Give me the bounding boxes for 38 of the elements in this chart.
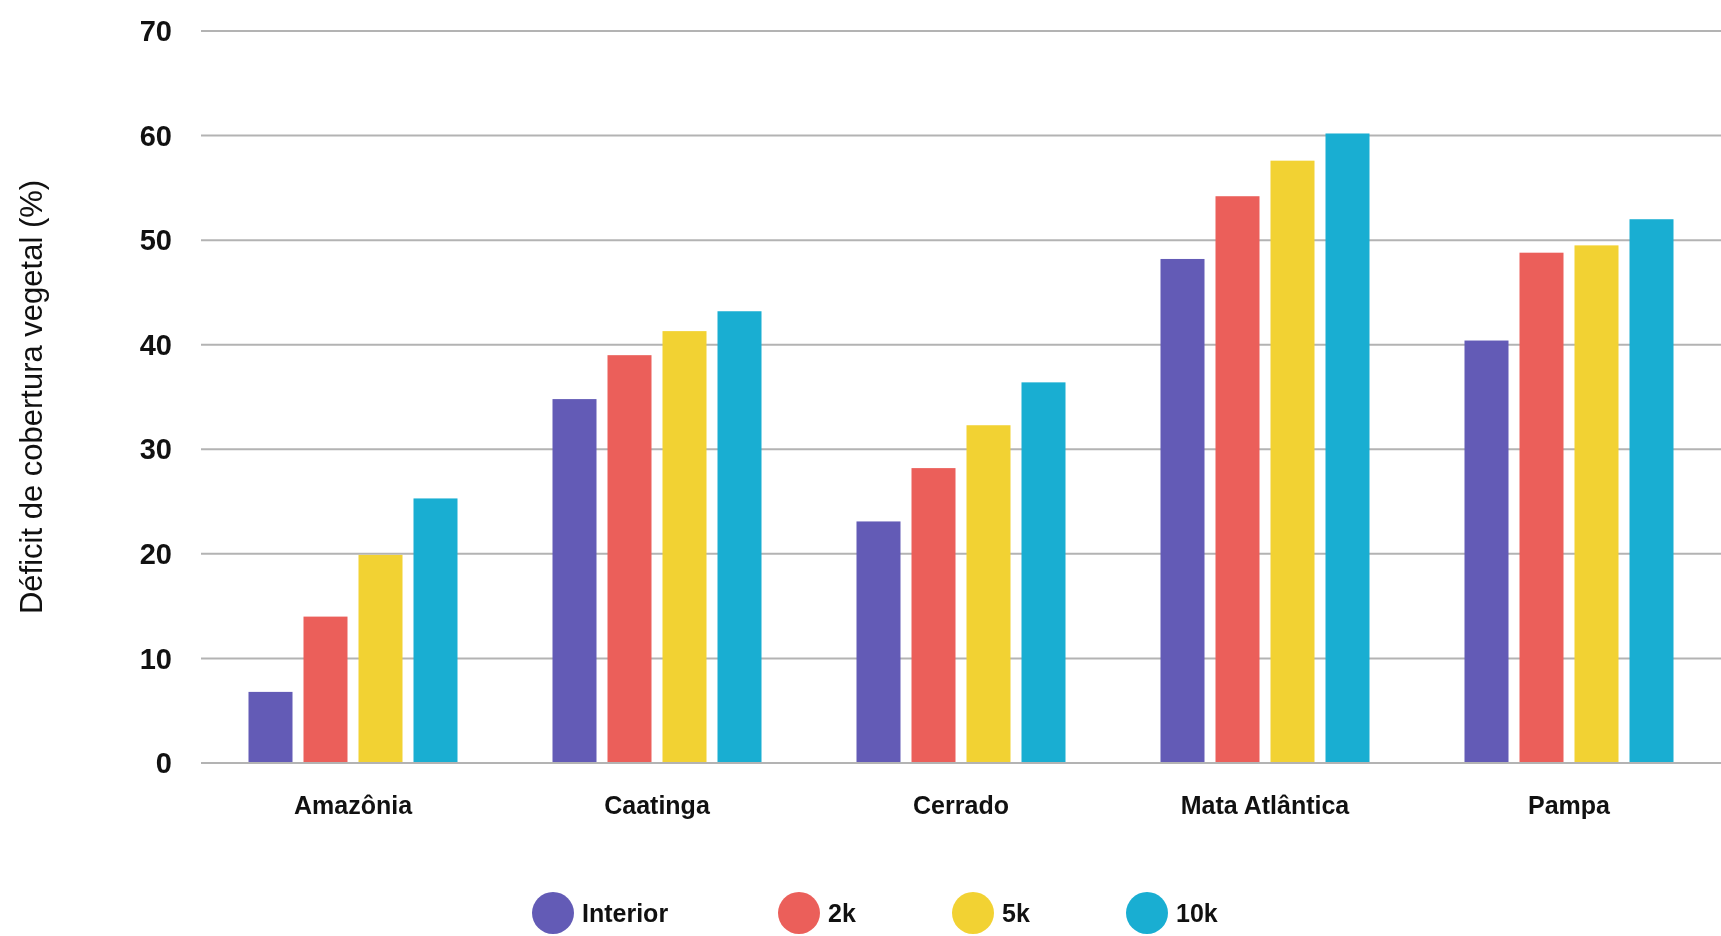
y-tick-label: 50 [139, 224, 172, 257]
y-axis-title: Déficit de cobertura vegetal (%) [14, 179, 49, 615]
bar [856, 521, 901, 763]
bar [1215, 196, 1260, 763]
bar [1325, 133, 1370, 763]
y-tick-label: 0 [155, 747, 172, 780]
x-tick-label: Pampa [1528, 790, 1612, 819]
x-tick-label: Mata Atlântica [1180, 790, 1351, 819]
y-tick-label: 60 [139, 119, 172, 152]
bar [1519, 252, 1564, 763]
bar [662, 331, 707, 763]
bar [1574, 245, 1619, 763]
bar [1021, 382, 1066, 763]
legend-label: 5k [1002, 898, 1030, 927]
bar [1629, 219, 1674, 763]
x-tick-label: Cerrado [913, 790, 1009, 819]
bar [413, 498, 458, 763]
y-tick-label: 70 [139, 15, 172, 48]
bar [358, 554, 403, 763]
bar [248, 691, 293, 763]
bar [966, 425, 1011, 763]
bar [303, 616, 348, 763]
bar [911, 468, 956, 763]
y-tick-label: 10 [139, 642, 172, 675]
bar [552, 399, 597, 763]
y-tick-label: 30 [139, 433, 172, 466]
x-tick-label: Caatinga [604, 790, 711, 819]
bar [607, 355, 652, 763]
y-tick-label: 20 [139, 538, 172, 571]
legend-label: 10k [1176, 898, 1218, 927]
bar [1160, 258, 1205, 763]
x-tick-label: Amazônia [293, 790, 414, 819]
bar [1270, 160, 1315, 763]
bar [717, 311, 762, 763]
legend-label: Interior [582, 898, 669, 927]
y-tick-label: 40 [139, 328, 172, 361]
legend-label: 2k [828, 898, 856, 927]
bar [1464, 340, 1509, 763]
